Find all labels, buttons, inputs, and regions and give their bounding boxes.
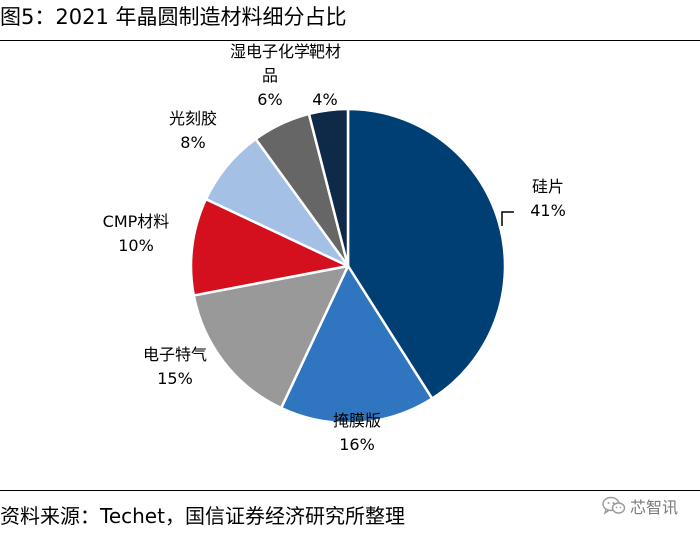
title-divider <box>0 40 700 41</box>
wechat-icon <box>602 496 626 515</box>
pie-slice <box>189 197 350 297</box>
source-note: 资料来源：Techet，国信证券经济研究所整理 <box>0 504 405 528</box>
slice-label: 湿电子化学品 6% <box>230 42 310 109</box>
pie-slice <box>192 264 350 410</box>
figure-title: 图5：2021 年晶圆制造材料细分占比 <box>0 5 347 29</box>
slice-label: 靶材 4% <box>309 42 341 109</box>
slice-label: CMP材料 10% <box>103 212 170 255</box>
slice-label: 光刻胶 8% <box>169 109 217 152</box>
pie-slice <box>307 107 350 268</box>
source-divider <box>0 490 700 491</box>
slice-label: 掩膜版 16% <box>333 411 381 454</box>
watermark-text: 芯智讯 <box>630 498 679 517</box>
pie-chart: 硅片 41% 掩膜版 16% 电子特气 15% CMP材料 10% 光刻胶 8% 湿电子化学品 6%靶… <box>103 42 566 454</box>
label-leader-line <box>501 211 514 226</box>
watermark: 芯智讯 <box>602 493 678 519</box>
pie-slice <box>279 264 434 425</box>
slice-label: 硅片 41% <box>530 177 566 220</box>
slice-label: 电子特气 15% <box>143 345 207 388</box>
